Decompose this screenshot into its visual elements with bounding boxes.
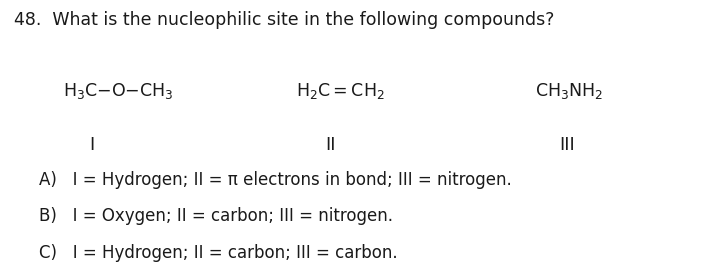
Text: C)   I = Hydrogen; II = carbon; III = carbon.: C) I = Hydrogen; II = carbon; III = carb… bbox=[39, 244, 397, 262]
Text: II: II bbox=[326, 136, 336, 153]
Text: B)   I = Oxygen; II = carbon; III = nitrogen.: B) I = Oxygen; II = carbon; III = nitrog… bbox=[39, 207, 393, 225]
Text: $\mathsf{H_3C{-}O{-}CH_3}$: $\mathsf{H_3C{-}O{-}CH_3}$ bbox=[63, 81, 174, 101]
Text: 48.  What is the nucleophilic site in the following compounds?: 48. What is the nucleophilic site in the… bbox=[14, 11, 555, 29]
Text: III: III bbox=[559, 136, 574, 153]
Text: I: I bbox=[89, 136, 94, 153]
Text: A)   I = Hydrogen; II = π electrons in bond; III = nitrogen.: A) I = Hydrogen; II = π electrons in bon… bbox=[39, 171, 512, 189]
Text: $\mathsf{CH_3NH_2}$: $\mathsf{CH_3NH_2}$ bbox=[535, 81, 603, 101]
Text: $\mathsf{H_2C{=}CH_2}$: $\mathsf{H_2C{=}CH_2}$ bbox=[296, 81, 384, 101]
